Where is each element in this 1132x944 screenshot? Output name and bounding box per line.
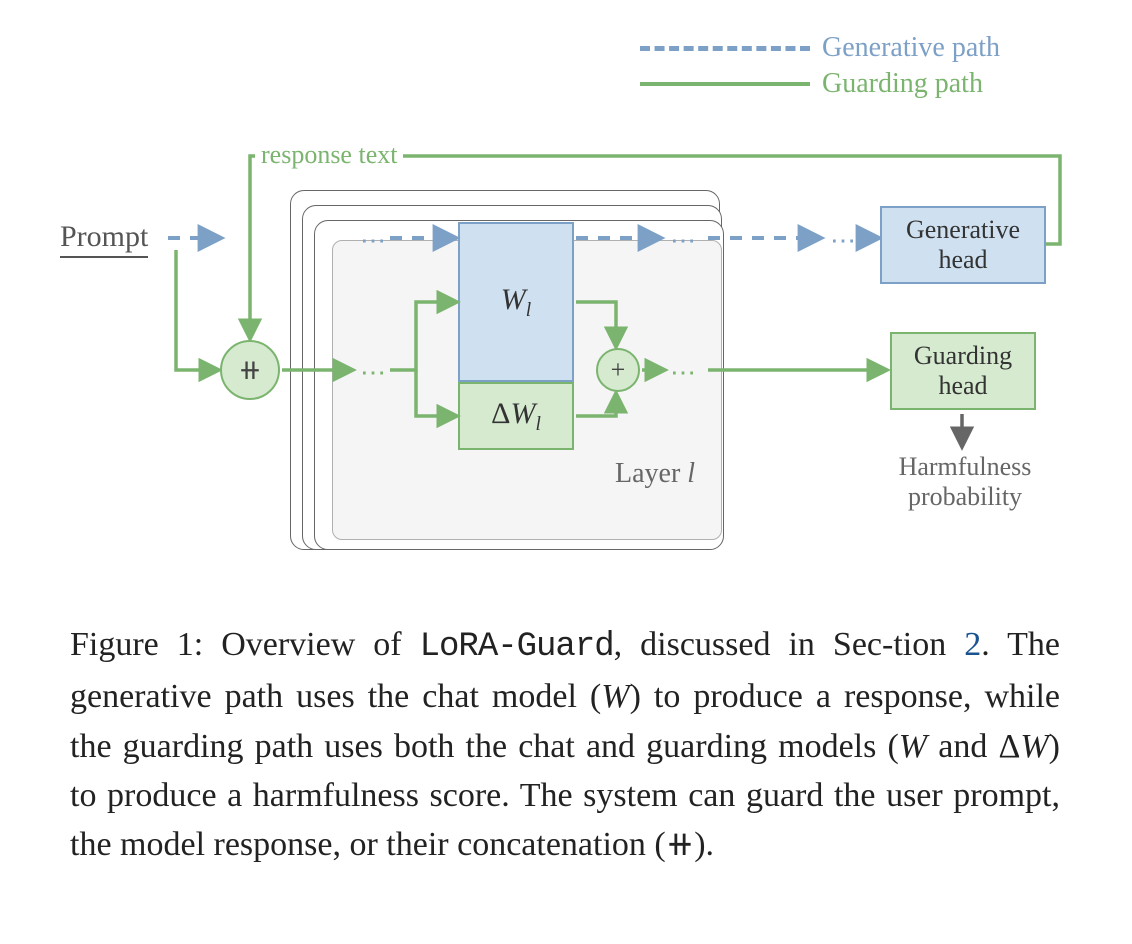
guarding-head: Guarding head <box>890 332 1036 410</box>
diagram: Generative path Guarding path Prompt Wl … <box>60 30 1070 560</box>
harmfulness-label: Harmfulnessprobability <box>870 452 1060 512</box>
caption-t2: , discussed in Sec-tion <box>614 626 965 663</box>
guarding-head-l2: head <box>938 371 987 401</box>
concat-symbol: ⧺ <box>238 353 261 387</box>
caption-mono: LoRA-Guard <box>420 628 614 666</box>
w-label: Wl <box>501 283 531 322</box>
legend-dashed-line <box>640 46 810 51</box>
plus-node: + <box>596 348 640 392</box>
generative-head-l1: Generative <box>906 215 1020 245</box>
ellipsis: ⋯ <box>360 226 388 256</box>
guarding-head-l1: Guarding <box>914 341 1012 371</box>
legend: Generative path Guarding path <box>640 30 1050 102</box>
caption-fig-label: Figure 1: <box>70 626 221 663</box>
caption-m2: W <box>899 728 927 765</box>
delta-w-block: ΔWl <box>458 382 574 450</box>
ellipsis: ⋯ <box>830 226 858 256</box>
legend-guarding: Guarding path <box>640 66 1050 102</box>
caption-t1: Overview of <box>221 626 419 663</box>
plus-symbol: + <box>611 355 626 385</box>
delta-w-label: ΔWl <box>491 397 541 436</box>
layer-label: Layer l <box>615 458 695 490</box>
prompt-label: Prompt <box>60 220 148 258</box>
caption-link: 2 <box>964 626 981 663</box>
figure-caption: Figure 1: Overview of LoRA-Guard, discus… <box>70 620 1060 869</box>
ellipsis: ⋯ <box>360 358 388 388</box>
ellipsis: ⋯ <box>670 226 698 256</box>
legend-solid-line <box>640 82 810 86</box>
generative-head-l2: head <box>938 245 987 275</box>
legend-generative-label: Generative path <box>822 32 1000 64</box>
caption-m3: W <box>1020 728 1048 765</box>
legend-guarding-label: Guarding path <box>822 68 983 100</box>
generative-head: Generative head <box>880 206 1046 284</box>
edge <box>176 250 218 370</box>
caption-t5: and Δ <box>927 728 1020 765</box>
response-text-label: response text <box>255 140 403 170</box>
ellipsis: ⋯ <box>670 358 698 388</box>
legend-generative: Generative path <box>640 30 1050 66</box>
concat-node: ⧺ <box>220 340 280 400</box>
w-block: Wl <box>458 222 574 382</box>
caption-m1: W <box>601 678 629 715</box>
